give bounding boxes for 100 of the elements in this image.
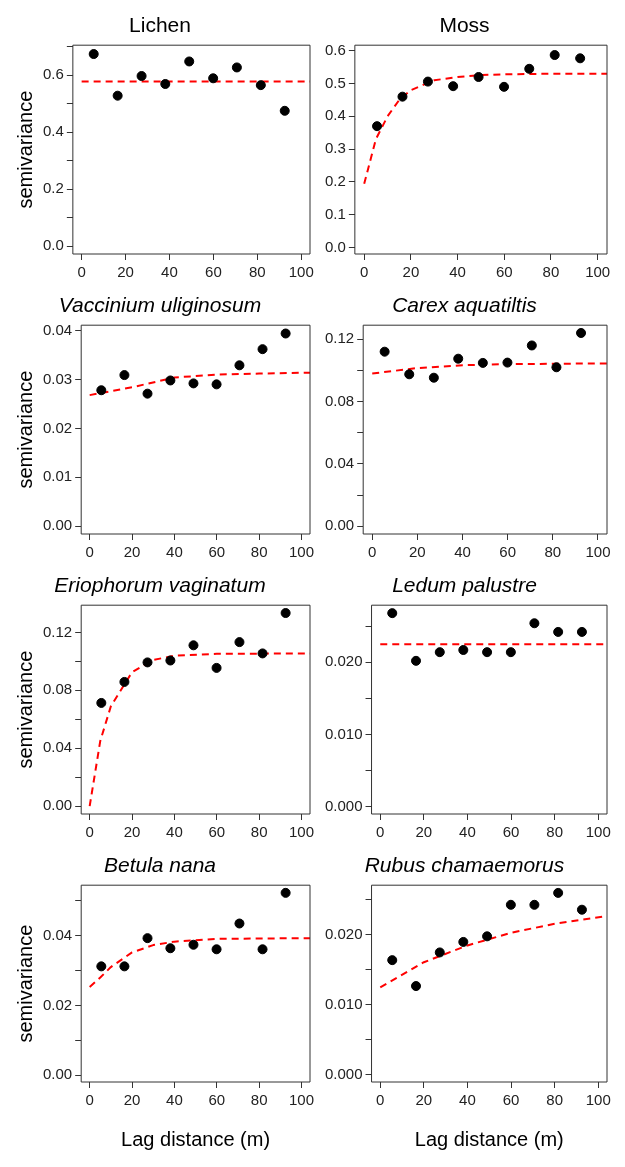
y-tick-label: 0.000 <box>324 796 363 814</box>
point <box>112 90 123 101</box>
point <box>575 53 586 64</box>
point <box>477 357 488 368</box>
y-tick-label: 0.0 <box>42 236 64 254</box>
point <box>404 369 415 380</box>
x-tick-label: 20 <box>415 823 433 841</box>
point <box>96 961 107 972</box>
y-tick-label: 0.6 <box>324 40 346 58</box>
x-tick-label: 100 <box>289 543 315 561</box>
point <box>280 328 291 339</box>
y-tick-label: 0.010 <box>324 995 363 1013</box>
point <box>279 105 290 116</box>
chart-title: Eriophorum vaginatum <box>54 573 266 597</box>
point <box>428 372 439 383</box>
point <box>576 904 587 915</box>
point <box>422 76 433 87</box>
point <box>136 71 147 82</box>
x-tick-label: 0 <box>85 543 94 561</box>
point <box>434 947 445 958</box>
chart-title: Lichen <box>129 13 191 37</box>
point <box>280 887 291 898</box>
y-tick-label: 0.04 <box>324 454 355 472</box>
point <box>142 388 153 399</box>
point <box>505 899 516 910</box>
point <box>188 378 199 389</box>
point <box>142 933 153 944</box>
point <box>257 944 268 955</box>
x-tick-label: 100 <box>585 263 611 281</box>
y-tick-label: 0.12 <box>42 622 73 640</box>
point <box>411 655 422 666</box>
point <box>165 375 176 386</box>
point <box>255 80 266 91</box>
point <box>142 657 153 668</box>
point <box>499 81 510 92</box>
x-axis-title: Lag distance (m) <box>121 1127 271 1150</box>
point <box>505 647 516 658</box>
point <box>473 72 484 82</box>
x-tick-label: 100 <box>585 823 611 841</box>
x-tick-label: 60 <box>502 1091 520 1109</box>
point <box>234 637 245 648</box>
chart-title: Betula nana <box>103 853 217 877</box>
chart-title: Moss <box>439 13 490 37</box>
x-tick-label: 80 <box>542 263 560 281</box>
line-series <box>363 72 607 185</box>
chart-title: Carex aquatiltis <box>392 293 538 317</box>
x-tick-label: 80 <box>250 823 268 841</box>
point <box>119 370 130 381</box>
point <box>458 936 469 947</box>
point <box>524 63 535 74</box>
chart-title: Vaccinium uliginosum <box>58 293 262 317</box>
point <box>529 899 540 910</box>
point <box>434 647 445 658</box>
point <box>553 887 564 898</box>
y-tick-label: 0.00 <box>324 516 355 534</box>
x-tick-label: 60 <box>502 823 520 841</box>
x-tick-label: 40 <box>454 543 471 561</box>
y-tick-label: 0.04 <box>42 925 73 943</box>
chart-title: Rubus chamaemorus <box>364 853 565 877</box>
y-axis-title: semivariance <box>13 924 36 1043</box>
point <box>88 49 99 60</box>
point <box>211 379 222 390</box>
y-tick-label: 0.1 <box>324 204 346 222</box>
x-tick-label: 0 <box>85 1091 94 1109</box>
x-tick-label: 100 <box>289 1091 315 1109</box>
y-tick-label: 0.00 <box>42 1065 73 1083</box>
x-tick-label: 80 <box>544 543 562 561</box>
point <box>211 944 222 955</box>
y-tick-label: 0.04 <box>42 320 73 338</box>
x-tick-label: 60 <box>208 1091 226 1109</box>
point <box>448 81 459 92</box>
point <box>231 62 242 73</box>
x-tick-label: 0 <box>376 823 385 841</box>
point <box>482 931 493 942</box>
point <box>387 955 398 966</box>
x-tick-label: 0 <box>77 263 86 281</box>
point <box>397 91 408 102</box>
y-tick-label: 0.02 <box>42 995 73 1013</box>
y-tick-label: 0.08 <box>324 391 355 409</box>
point <box>387 608 398 619</box>
point <box>188 640 199 651</box>
x-tick-label: 20 <box>123 543 141 561</box>
y-tick-label: 0.020 <box>324 652 363 670</box>
y-tick-label: 0.03 <box>42 369 73 387</box>
x-tick-label: 0 <box>360 263 369 281</box>
x-tick-label: 80 <box>546 823 564 841</box>
y-tick-label: 0.02 <box>42 418 73 436</box>
point <box>551 362 562 373</box>
y-tick-label: 0.000 <box>324 1065 363 1083</box>
y-tick-label: 0.12 <box>324 329 355 347</box>
point <box>379 346 390 357</box>
x-tick-label: 100 <box>289 823 315 841</box>
point <box>280 608 291 619</box>
chart-title: Ledum palustre <box>392 573 537 597</box>
point <box>160 78 171 89</box>
x-tick-label: 20 <box>123 823 141 841</box>
x-tick-label: 40 <box>166 543 183 561</box>
y-tick-label: 0.2 <box>324 172 346 190</box>
y-tick-label: 0.08 <box>42 680 73 698</box>
x-tick-label: 40 <box>166 823 183 841</box>
